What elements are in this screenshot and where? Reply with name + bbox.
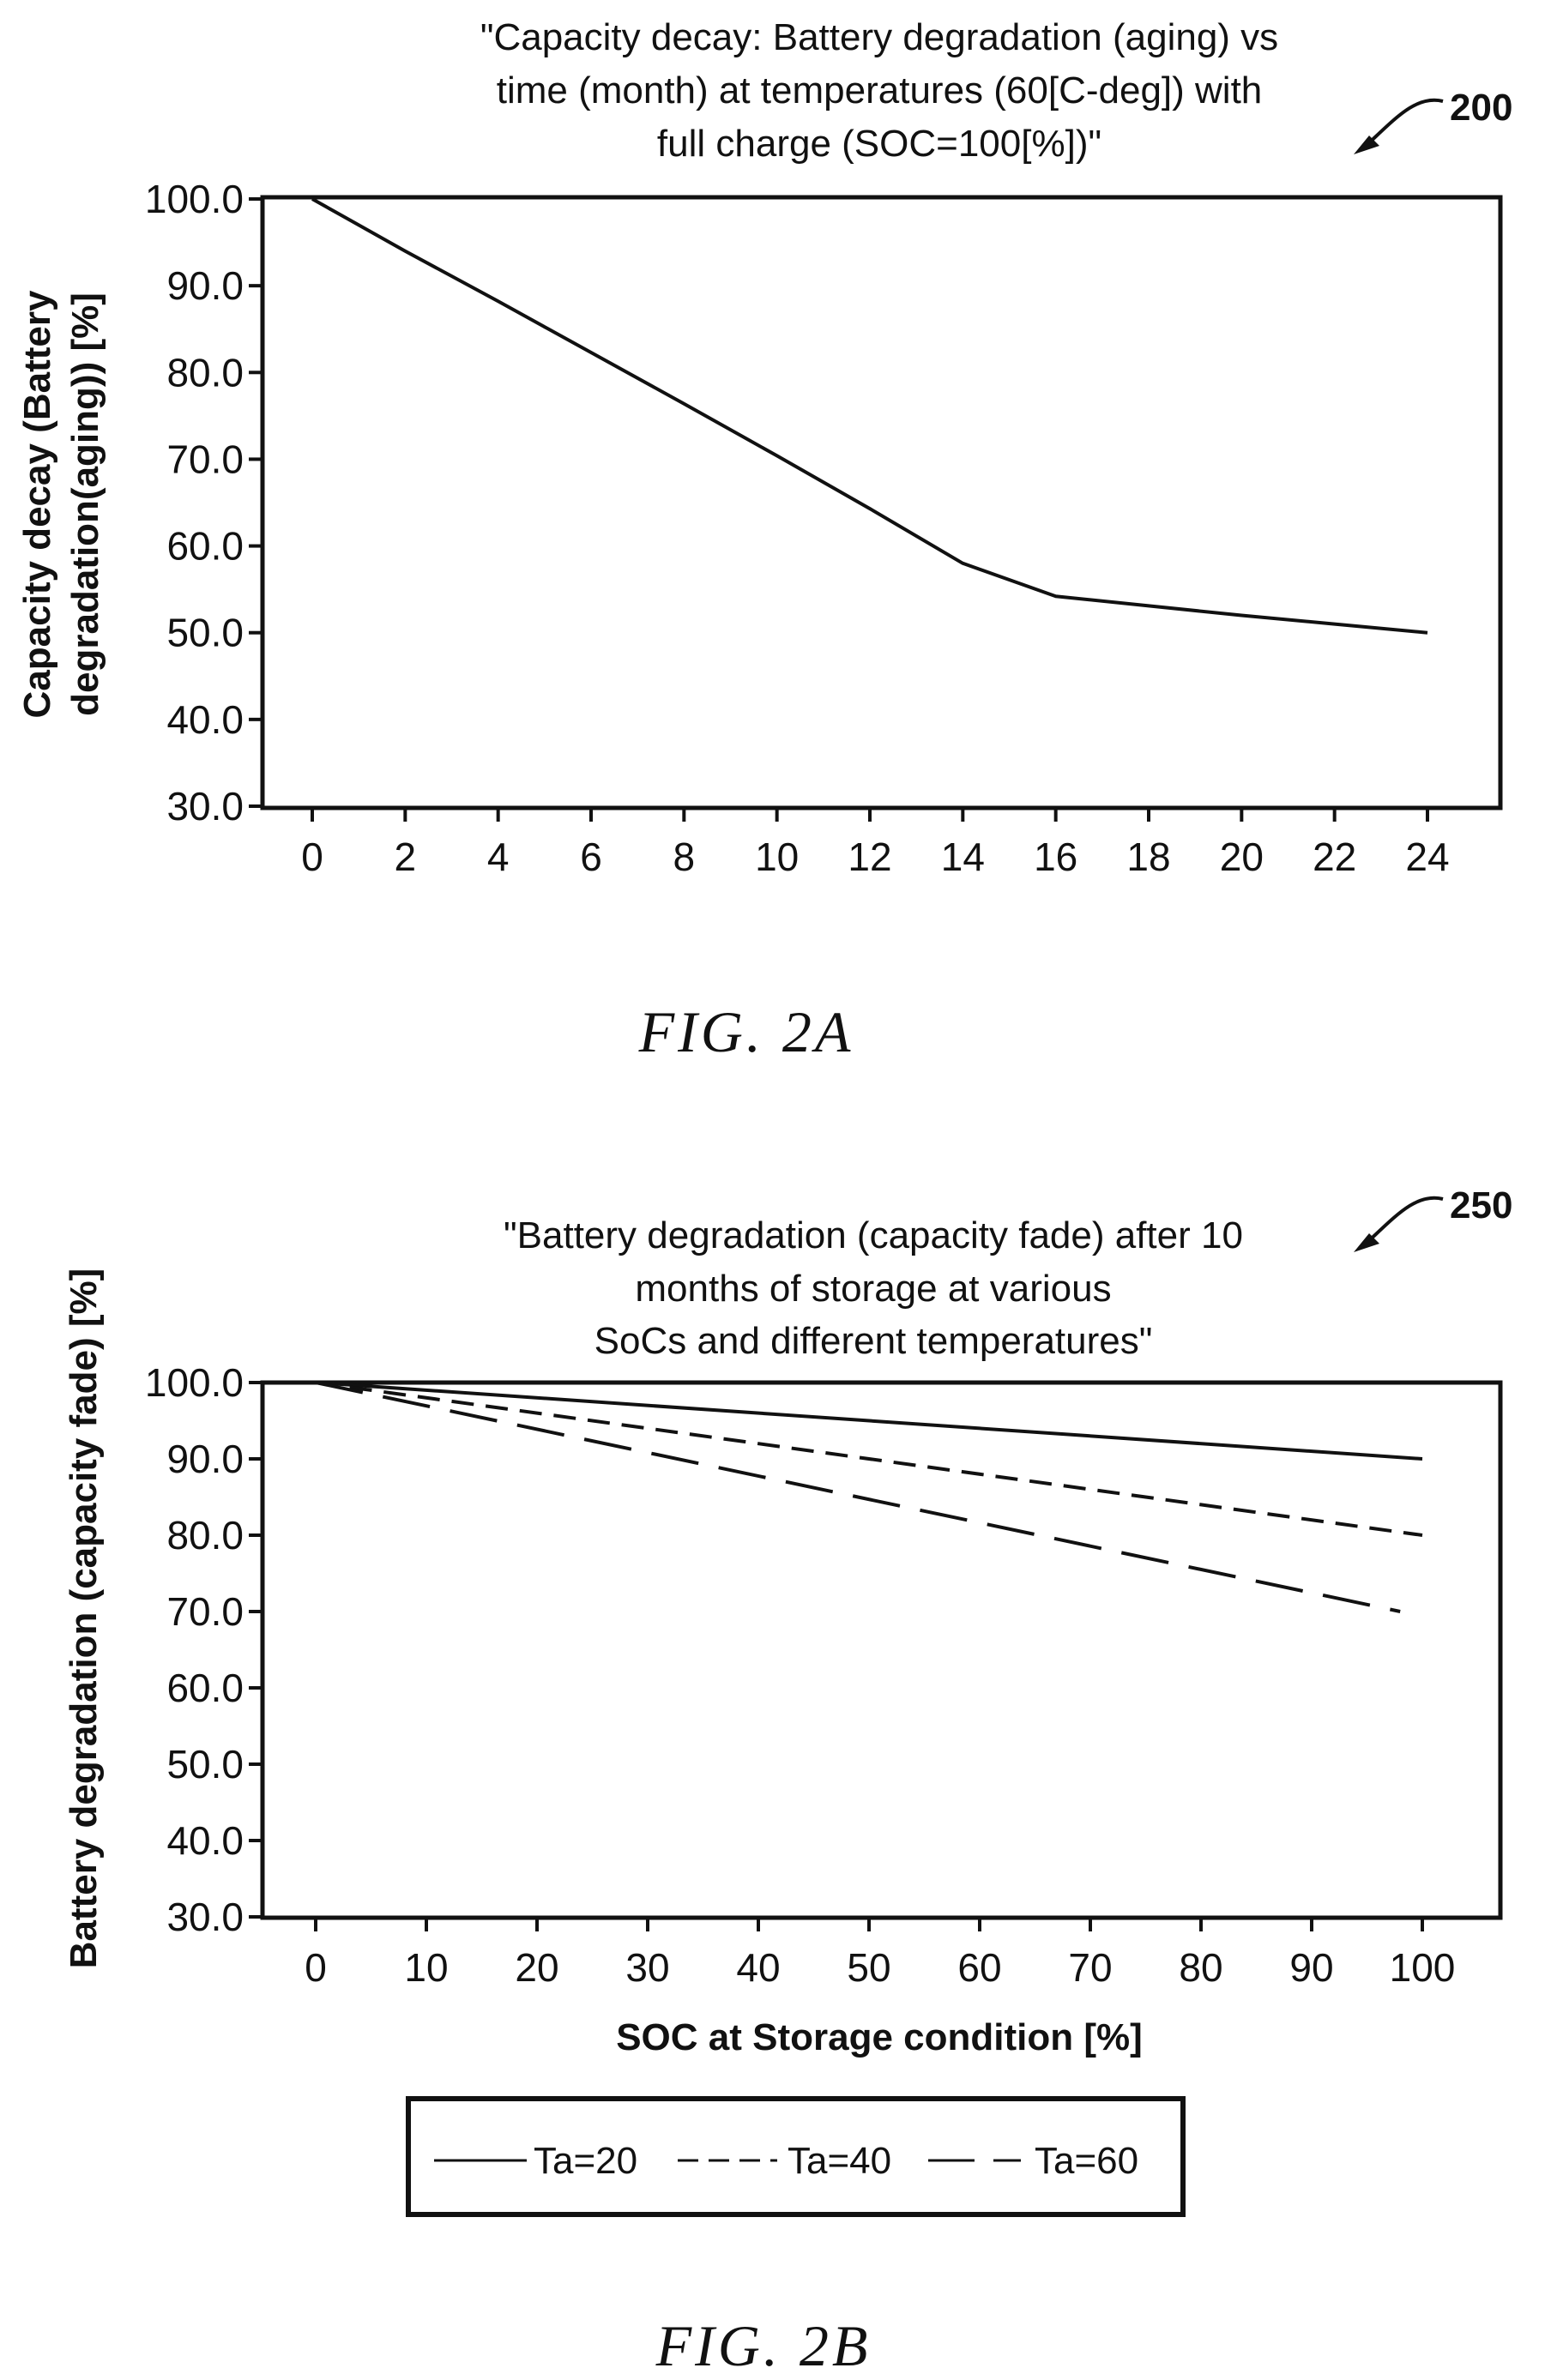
fig2b-x-tick-label: 70 [1068,1945,1112,1990]
fig2b-y-tick-label: 100.0 [145,1360,244,1405]
fig2b-series-line-ta40 [315,1381,1423,1537]
fig2a-reference-arrowhead [1354,136,1379,154]
fig2a-y-tick-label: 80.0 [166,350,244,395]
fig2b-x-ticks: 0 10 20 30 40 50 60 70 80 90 100 [305,1918,1455,1990]
fig2a-y-label-line-1: Capacity decay (Battery [16,290,58,718]
fig2a-x-tick-label: 8 [673,835,696,879]
fig2b-reference-numeral: 250 [1450,1184,1512,1226]
fig2a-x-tick-label: 20 [1220,835,1264,879]
fig2a-title-line-2: time (month) at temperatures (60[C-deg])… [497,69,1263,111]
fig2b-x-tick-label: 60 [957,1945,1001,1990]
fig2b-legend: Ta=20 Ta=40 Ta=60 [406,2096,1186,2217]
fig2b-y-tick-label: 30.0 [166,1895,244,1939]
fig2b-title-line-3: SoCs and different temperatures" [594,1320,1153,1362]
fig2a-series-line-0 [311,197,1428,635]
fig2b-x-tick-label: 0 [305,1945,327,1990]
fig2b-series [315,1381,1423,1613]
fig2a-reference-numeral: 200 [1450,87,1512,129]
fig2b-plot-frame [260,1380,1503,1920]
legend-label-ta60: Ta=60 [1035,2140,1138,2182]
fig2a-x-tick-label: 12 [848,835,891,879]
fig2b-x-tick-label: 30 [625,1945,669,1990]
fig2b-legend-box [406,2096,1186,2217]
fig2b-y-tick-label: 50.0 [166,1742,244,1787]
fig2b-y-tick-label: 80.0 [166,1513,244,1558]
fig2b-x-tick-label: 90 [1289,1945,1333,1990]
fig2a-series [311,197,1428,635]
fig2b-reference-arrowhead [1354,1233,1379,1252]
fig2b-x-tick-label: 80 [1179,1945,1222,1990]
fig2a-x-tick-label: 14 [941,835,985,879]
fig2a-y-tick-label: 30.0 [166,784,244,828]
figure-2a: "Capacity decay: Battery degradation (ag… [16,16,1512,1064]
fig2b-series-line-ta20 [315,1381,1423,1461]
fig2a-x-tick-label: 18 [1126,835,1170,879]
fig2b-series-line-ta60 [315,1381,1401,1613]
fig2b-y-tick-label: 70.0 [166,1589,244,1634]
fig2b-x-axis-label: SOC at Storage condition [%] [616,2016,1143,2058]
fig2a-x-tick-label: 22 [1313,835,1356,879]
legend-label-ta40: Ta=40 [788,2140,891,2182]
fig2a-y-tick-label: 50.0 [166,611,244,655]
fig2a-y-tick-label: 40.0 [166,697,244,742]
figure-2b: 250 "Battery degradation (capacity fade)… [63,1184,1512,2378]
fig2a-y-tick-label: 70.0 [166,437,244,481]
fig2a-x-tick-label: 10 [755,835,799,879]
fig2b-x-tick-label: 10 [404,1945,448,1990]
fig2a-title-line-3: full charge (SOC=100[%])" [657,123,1101,165]
fig2a-x-ticks: 0 2 4 6 8 10 12 14 16 18 20 22 24 [301,808,1450,879]
fig2a-reference-arrow [1362,98,1444,149]
fig2b-y-axis-label: Battery degradation (capacity fade) [%] [63,1268,105,1969]
fig2a-x-tick-label: 6 [580,835,602,879]
fig2b-y-ticks: 100.0 90.0 80.0 70.0 60.0 50.0 40.0 30.0 [145,1360,263,1939]
fig2b-reference-arrow [1362,1196,1444,1247]
fig2b-caption: FIG. 2B [655,2313,872,2378]
fig2b-x-tick-label: 20 [515,1945,558,1990]
fig2a-y-tick-label: 100.0 [145,177,244,221]
fig2b-x-tick-label: 50 [847,1945,890,1990]
fig2b-x-tick-label: 40 [736,1945,780,1990]
fig2a-y-label-line-2: degradation(aging)) [%] [64,292,106,716]
fig2a-x-tick-label: 0 [301,835,323,879]
fig2a-y-tick-label: 60.0 [166,524,244,569]
fig2b-title-line-1: "Battery degradation (capacity fade) aft… [504,1214,1243,1256]
fig2b-y-tick-label: 40.0 [166,1818,244,1863]
fig2a-y-tick-label: 90.0 [166,263,244,308]
fig2a-y-ticks: 100.0 90.0 80.0 70.0 60.0 50.0 40.0 30.0 [145,177,263,828]
fig2a-plot-frame [260,195,1503,810]
fig2a-x-tick-label: 16 [1034,835,1077,879]
fig2a-y-axis-label: Capacity decay (Battery degradation(agin… [16,290,106,718]
fig2a-x-tick-label: 2 [395,835,417,879]
fig2a-x-tick-label: 4 [487,835,510,879]
fig2a-title-line-1: "Capacity decay: Battery degradation (ag… [480,16,1278,58]
fig2b-y-tick-label: 90.0 [166,1437,244,1481]
fig2a-caption: FIG. 2A [638,999,854,1064]
fig2a-x-tick-label: 24 [1405,835,1449,879]
fig2b-y-tick-label: 60.0 [166,1666,244,1710]
fig2b-x-tick-label: 100 [1390,1945,1456,1990]
fig2b-title-line-2: months of storage at various [635,1268,1111,1310]
legend-label-ta20: Ta=20 [534,2140,637,2182]
